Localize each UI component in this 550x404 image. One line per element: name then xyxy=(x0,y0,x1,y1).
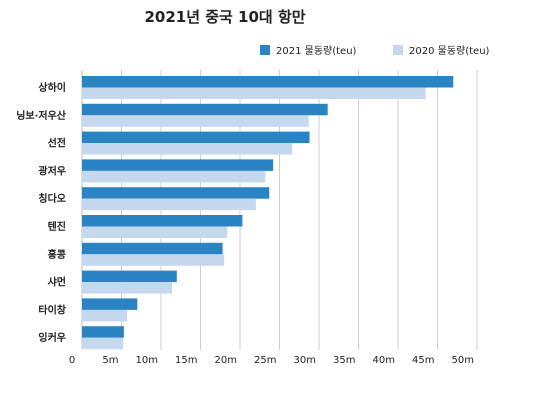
bar-2020 xyxy=(82,309,128,322)
x-tick-label: 10m xyxy=(136,355,158,366)
x-tick-label: 0 xyxy=(69,355,75,366)
bar-2021 xyxy=(82,131,310,144)
bars xyxy=(82,76,454,350)
bar-2021 xyxy=(82,159,274,171)
bar-2021 xyxy=(82,76,454,88)
bar-2020 xyxy=(82,337,124,350)
chart-title: 2021년 중국 10대 항만 xyxy=(144,8,305,26)
x-tick-label: 40m xyxy=(373,355,395,366)
bar-2020 xyxy=(82,170,266,183)
x-tick-label: 20m xyxy=(215,355,237,366)
category-label: 광저우 xyxy=(38,164,66,177)
x-tick-label: 25m xyxy=(254,355,276,366)
x-tick-label: 15m xyxy=(175,355,197,366)
legend: 2021 물동량(teu) 2020 물동량(teu) xyxy=(260,45,490,57)
bar-2020 xyxy=(82,254,225,266)
x-tick-label: 5m xyxy=(102,355,118,366)
bar-2021 xyxy=(82,242,223,255)
category-label: 선전 xyxy=(48,137,66,150)
category-label: 칭다오 xyxy=(38,192,66,205)
legend-swatch-2020 xyxy=(393,45,403,55)
category-label: 텐진 xyxy=(48,220,66,233)
x-tick-label: 45m xyxy=(412,355,434,366)
bar-2020 xyxy=(82,198,256,211)
x-tick-label: 50m xyxy=(452,355,474,366)
legend-label-2021: 2021 물동량(teu) xyxy=(276,45,357,57)
category-label: 닝보·저우산 xyxy=(16,109,67,122)
legend-label-2020: 2020 물동량(teu) xyxy=(409,45,490,57)
bar-2021 xyxy=(82,215,243,227)
bar-2020 xyxy=(82,282,173,294)
bar-2020 xyxy=(82,87,426,99)
category-label: 상하이 xyxy=(38,81,66,94)
bar-2021 xyxy=(82,326,124,338)
bar-2020 xyxy=(82,115,309,127)
bar-2021 xyxy=(82,103,328,116)
bar-2021 xyxy=(82,187,270,199)
x-tick-label: 30m xyxy=(294,355,316,366)
bar-2021 xyxy=(82,298,138,310)
legend-swatch-2021 xyxy=(260,45,270,55)
category-label: 홍콩 xyxy=(48,248,66,261)
bar-2020 xyxy=(82,143,293,155)
x-tick-label: 35m xyxy=(333,355,355,366)
bar-2020 xyxy=(82,226,228,238)
x-axis-tick-labels: 0 5m 10m 15m 20m 25m 30m 35m 40m 45m 50m xyxy=(69,355,474,366)
bar-2021 xyxy=(82,270,177,283)
category-label: 타이창 xyxy=(38,303,66,316)
category-label: 잉커우 xyxy=(38,331,66,344)
category-label: 샤먼 xyxy=(48,276,66,289)
